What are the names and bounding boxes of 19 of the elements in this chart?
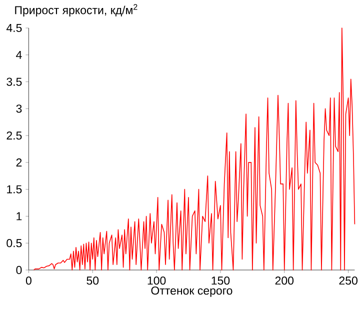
x-axis-title: Оттенок серого (151, 286, 232, 297)
y-tick-label: 2 (16, 158, 22, 166)
y-tick-label: 0.5 (6, 239, 22, 248)
x-tick-label: 250 (339, 276, 358, 285)
y-axis-title: Прирост яркости, кд/м$^{2}$ (15, 4, 138, 16)
y-tick-label: 1 (16, 212, 22, 220)
y-tick-label: 3 (16, 104, 22, 113)
line-series (33, 28, 356, 270)
y-tick-label: 4.5 (6, 24, 22, 32)
y-tick-label: 1.5 (7, 185, 22, 194)
y-tick-label: 0 (16, 266, 22, 274)
x-tick-label: 100 (148, 276, 166, 285)
x-tick-label: 150 (212, 276, 230, 285)
y-tick-label: 3.5 (6, 78, 22, 86)
y-tick-label: 2.5 (6, 131, 22, 140)
x-tick-label: 200 (275, 276, 294, 285)
x-tick-label: 0 (26, 276, 32, 285)
y-tick-label: 4 (16, 50, 22, 59)
x-tick-label: 50 (86, 276, 99, 285)
